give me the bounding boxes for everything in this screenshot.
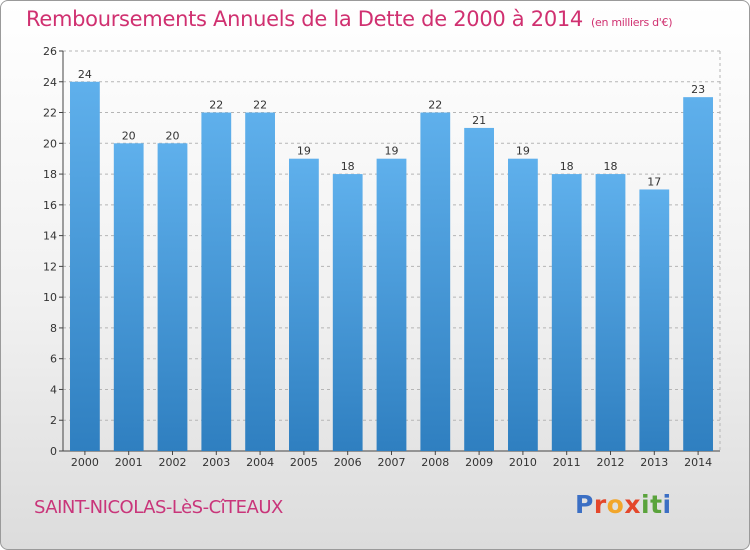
logo-letter: t	[650, 490, 663, 519]
x-tick-label: 2002	[159, 456, 187, 469]
data-label: 21	[472, 114, 486, 127]
y-tick-label: 4	[50, 383, 57, 396]
bar	[420, 112, 451, 452]
x-tick-label: 2001	[115, 456, 143, 469]
data-label: 20	[122, 129, 136, 142]
x-tick-label: 2005	[290, 456, 318, 469]
x-tick-label: 2012	[597, 456, 625, 469]
bar	[639, 189, 670, 451]
data-label: 17	[647, 175, 661, 188]
data-labels: 24 20 20 22 22 19 18 19 22 21 19 18 18 17 23	[78, 68, 705, 189]
y-tick-label: 26	[43, 45, 57, 58]
y-tick-label: 2	[50, 414, 57, 427]
bar	[683, 97, 713, 452]
data-label: 19	[516, 145, 530, 158]
bar	[508, 158, 538, 451]
commune-name: SAINT-NICOLAS-LèS-CîTEAUX	[34, 497, 283, 518]
chart-title-text: Remboursements Annuels de la Dette de 20…	[26, 7, 583, 31]
bar	[245, 112, 275, 452]
chart-unit: (en milliers d'€)	[591, 16, 673, 29]
x-tick-label: 2009	[465, 456, 493, 469]
x-tick-label: 2014	[684, 456, 712, 469]
bar	[595, 174, 626, 452]
data-label: 23	[691, 83, 705, 96]
logo-letter: o	[606, 490, 625, 519]
bar	[464, 127, 494, 451]
bar	[201, 112, 232, 452]
y-tick-label: 22	[43, 107, 57, 120]
logo-letter: i	[641, 490, 651, 519]
x-tick-label: 2013	[640, 456, 668, 469]
bars	[70, 81, 713, 452]
x-tick-label: 2004	[246, 456, 274, 469]
data-label: 22	[209, 99, 223, 112]
data-label: 19	[297, 145, 311, 158]
y-tick-label: 14	[43, 230, 57, 243]
x-tick-label: 2008	[421, 456, 449, 469]
logo-letter: r	[593, 490, 607, 519]
data-label: 19	[385, 145, 399, 158]
bar	[551, 174, 582, 452]
y-tick-label: 8	[50, 322, 57, 335]
y-tick-label: 20	[43, 137, 57, 150]
logo-letter: P	[575, 490, 594, 519]
y-tick-label: 12	[43, 260, 57, 273]
bar	[289, 158, 319, 451]
data-label: 18	[341, 160, 355, 173]
y-tick-label: 10	[43, 291, 57, 304]
proxiti-logo[interactable]: Proxiti	[575, 490, 672, 519]
bar	[70, 81, 100, 452]
data-label: 18	[560, 160, 574, 173]
bar	[332, 174, 363, 452]
bar	[376, 158, 407, 451]
y-tick-label: 6	[50, 353, 57, 366]
x-tick-label: 2011	[553, 456, 581, 469]
logo-letter: i	[662, 490, 672, 519]
x-tick-label: 2007	[378, 456, 406, 469]
data-label: 24	[78, 68, 92, 81]
y-tick-label: 16	[43, 199, 57, 212]
chart-title: Remboursements Annuels de la Dette de 20…	[26, 7, 672, 31]
data-label: 22	[253, 99, 267, 112]
data-label: 20	[166, 129, 180, 142]
bar	[157, 143, 188, 452]
data-label: 18	[604, 160, 618, 173]
x-tick-label: 2006	[334, 456, 362, 469]
logo-letter: x	[624, 490, 641, 519]
x-tick-label: 2010	[509, 456, 537, 469]
data-label: 22	[428, 99, 442, 112]
x-tick-label: 2000	[71, 456, 99, 469]
y-tick-label: 18	[43, 168, 57, 181]
bar	[113, 143, 144, 452]
y-tick-label: 24	[43, 76, 57, 89]
x-tick-label: 2003	[202, 456, 230, 469]
y-tick-label: 0	[50, 445, 57, 458]
